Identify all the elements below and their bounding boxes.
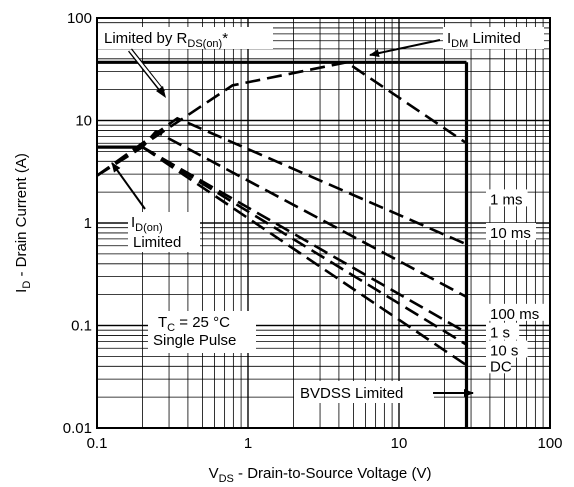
idm-arrow bbox=[369, 39, 441, 58]
rds-arrowhead bbox=[156, 86, 166, 98]
series-label-10-s: 10 s bbox=[490, 343, 518, 360]
y-tick-label: 1 bbox=[84, 215, 92, 232]
series-label-bg bbox=[486, 222, 536, 240]
idm-limit-label: IDM Limited bbox=[447, 30, 521, 50]
y-tick-label: 0.1 bbox=[71, 318, 92, 335]
x-axis-title: VDS - Drain-to-Source Voltage (V) bbox=[209, 465, 432, 485]
pulse-label: Single Pulse bbox=[153, 332, 236, 349]
series-label-1-s: 1 s bbox=[490, 325, 510, 342]
series-label-bg bbox=[486, 189, 528, 207]
rds-arrow-inner bbox=[129, 49, 166, 95]
y-tick-label: 100 bbox=[67, 10, 92, 27]
series-1-s bbox=[141, 145, 468, 334]
series-labels: 1 ms 10 ms 100 ms 1 s10 sDC bbox=[486, 189, 545, 375]
series-10-s bbox=[141, 145, 468, 346]
x-tick-label: 10 bbox=[391, 435, 408, 452]
idon-arrow bbox=[111, 162, 146, 210]
plot-frame bbox=[96, 17, 551, 429]
y-tick-label: 0.01 bbox=[63, 420, 92, 437]
x-tick-label: 1 bbox=[244, 435, 252, 452]
idm-label-bg bbox=[443, 27, 544, 49]
series-label-bg bbox=[486, 340, 528, 358]
series-1-ms bbox=[96, 60, 468, 177]
series-100-ms bbox=[96, 129, 468, 299]
conditions-bg bbox=[148, 311, 256, 353]
series-label-bg bbox=[486, 303, 545, 321]
bvdss-label: BVDSS Limited bbox=[300, 385, 403, 402]
x-tick-label: 0.1 bbox=[87, 435, 108, 452]
tc-label: TC = 25 °C bbox=[158, 314, 230, 334]
rds-label-bg bbox=[98, 27, 273, 49]
series-label-10-ms: 10 ms bbox=[490, 225, 531, 242]
x-tick-label: 100 bbox=[537, 435, 562, 452]
series-10-ms bbox=[96, 116, 468, 246]
soa-curves bbox=[96, 60, 468, 367]
series-label-bg bbox=[486, 356, 511, 374]
series-label-1-ms: 1 ms bbox=[490, 191, 523, 208]
idon-limit-label: ID(on) bbox=[131, 214, 163, 234]
y-tick-label: 10 bbox=[75, 113, 92, 130]
series-label-DC: DC bbox=[490, 358, 512, 375]
annotations: Limited by RDS(on)* IDM Limited ID(on) L… bbox=[98, 27, 544, 403]
rds-limit-label: Limited by RDS(on)* bbox=[104, 30, 228, 50]
series-label-100-ms: 100 ms bbox=[490, 306, 539, 323]
idon-label-bg bbox=[128, 212, 200, 252]
y-axis-title: ID - Drain Current (A) bbox=[13, 153, 33, 293]
idon-limit-label-line2: Limited bbox=[133, 234, 181, 251]
series-label-bg bbox=[486, 322, 520, 340]
bvdss-label-bg bbox=[294, 381, 434, 403]
